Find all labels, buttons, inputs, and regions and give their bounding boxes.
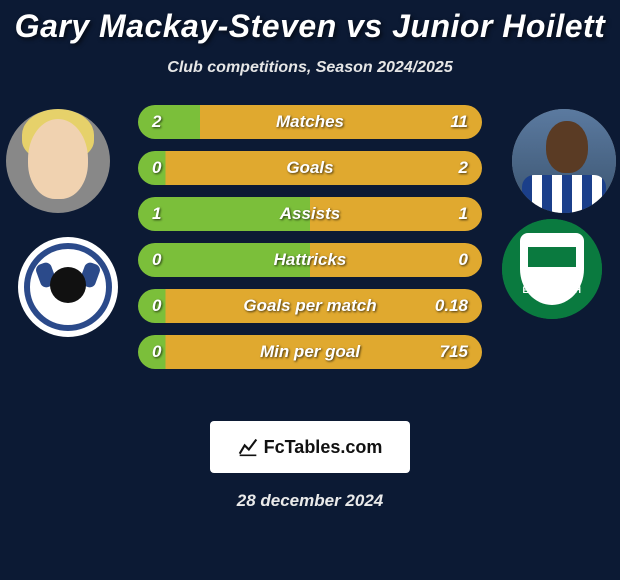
stat-left-value: 0 xyxy=(138,296,190,316)
player-left-avatar xyxy=(6,109,110,213)
stat-row: 2Matches11 xyxy=(138,105,482,139)
chart-icon xyxy=(238,437,258,457)
comparison-content: HIBERNIANEDINBURGH 2Matches110Goals21Ass… xyxy=(0,105,620,405)
avatar-shape xyxy=(522,175,606,213)
stat-label: Goals per match xyxy=(190,296,430,316)
brand-box: FcTables.com xyxy=(210,421,410,473)
crest-text: HIBERNIANEDINBURGH xyxy=(502,275,602,295)
stat-right-value: 715 xyxy=(430,342,482,362)
stat-row: 0Min per goal715 xyxy=(138,335,482,369)
stat-row: 1Assists1 xyxy=(138,197,482,231)
stat-right-value: 2 xyxy=(430,158,482,178)
stat-label: Assists xyxy=(190,204,430,224)
avatar-shape xyxy=(28,119,88,199)
stat-left-value: 0 xyxy=(138,158,190,178)
player-right-avatar xyxy=(512,109,616,213)
stat-bars-container: 2Matches110Goals21Assists10Hattricks00Go… xyxy=(138,105,482,381)
stat-row: 0Goals per match0.18 xyxy=(138,289,482,323)
crest-shape xyxy=(50,267,86,303)
stat-left-value: 0 xyxy=(138,250,190,270)
stat-label: Matches xyxy=(190,112,430,132)
date-label: 28 december 2024 xyxy=(0,491,620,511)
avatar-shape xyxy=(546,121,588,173)
stat-left-value: 0 xyxy=(138,342,190,362)
stat-label: Min per goal xyxy=(190,342,430,362)
stat-right-value: 11 xyxy=(430,112,482,132)
club-right-crest: HIBERNIANEDINBURGH xyxy=(502,219,602,319)
brand-label: FcTables.com xyxy=(264,437,383,458)
stat-row: 0Hattricks0 xyxy=(138,243,482,277)
crest-shape xyxy=(528,247,576,267)
club-left-crest xyxy=(18,237,118,337)
stat-left-value: 1 xyxy=(138,204,190,224)
subtitle: Club competitions, Season 2024/2025 xyxy=(0,59,620,77)
page-title: Gary Mackay-Steven vs Junior Hoilett xyxy=(0,0,620,45)
stat-right-value: 1 xyxy=(430,204,482,224)
stat-right-value: 0.18 xyxy=(430,296,482,316)
stat-right-value: 0 xyxy=(430,250,482,270)
stat-label: Goals xyxy=(190,158,430,178)
stat-left-value: 2 xyxy=(138,112,190,132)
stat-row: 0Goals2 xyxy=(138,151,482,185)
stat-label: Hattricks xyxy=(190,250,430,270)
